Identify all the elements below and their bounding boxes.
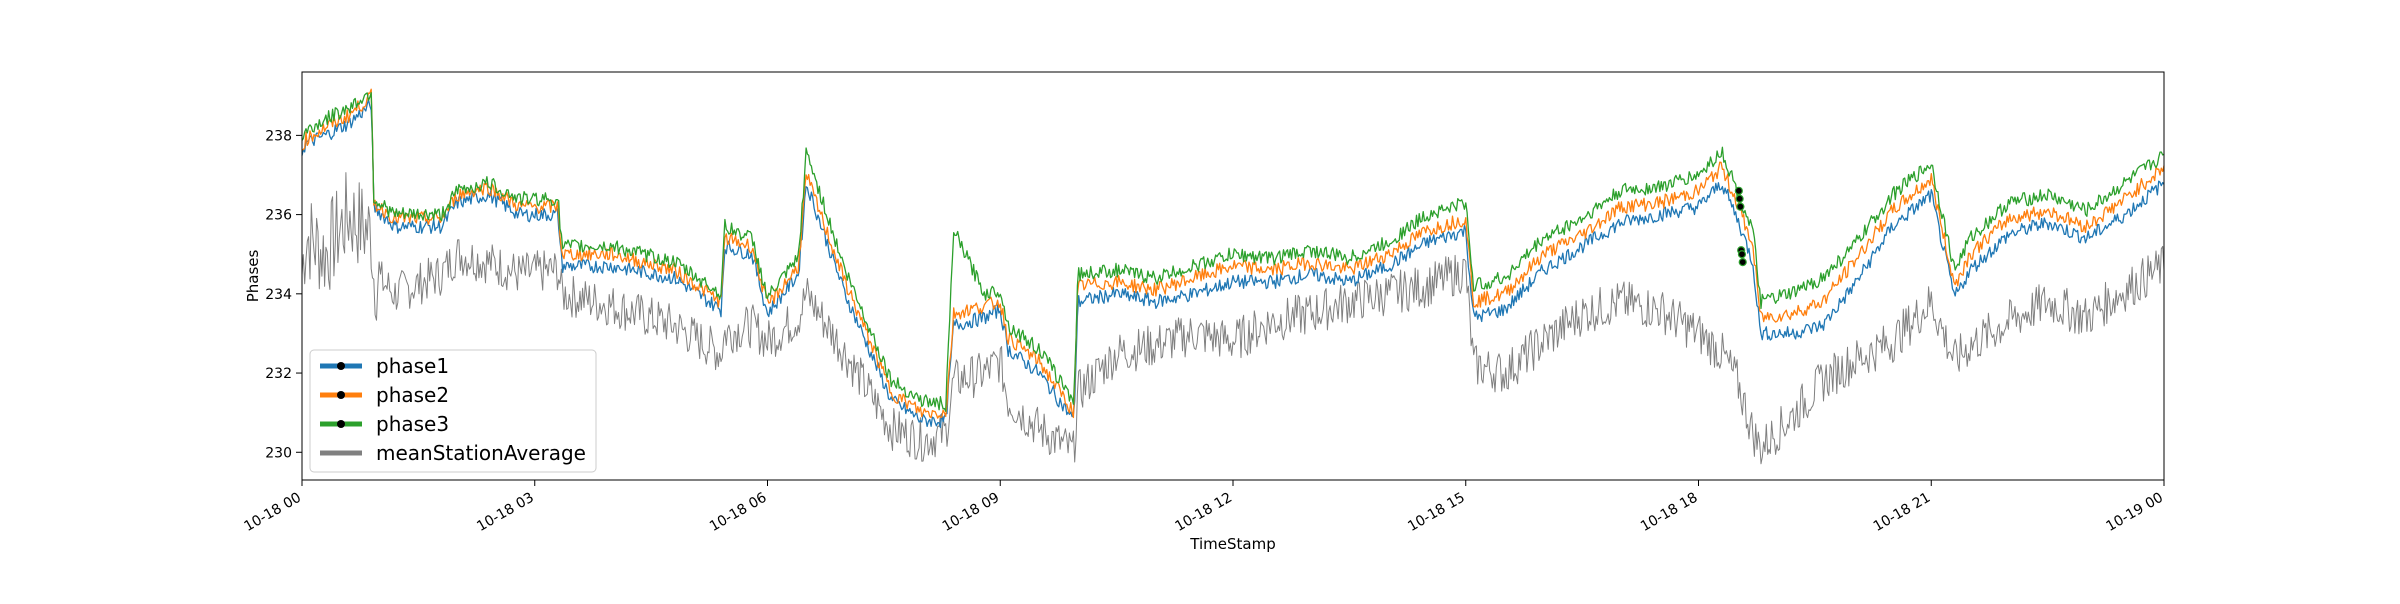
y-axis-title: Phases (244, 250, 262, 303)
legend-marker-phase2 (337, 391, 345, 399)
legend-box (309, 349, 597, 473)
y-tick-label: 238 (265, 128, 292, 144)
marker-point (1734, 186, 1743, 195)
y-tick-label: 230 (265, 445, 292, 461)
y-tick-label: 232 (265, 366, 292, 382)
marker-point (1737, 250, 1747, 259)
series-line-meanStationAverage (301, 172, 2165, 465)
legend: phase1 phase2 phase3 meanStationAverage (309, 349, 597, 473)
series-line-phase2 (301, 88, 2165, 419)
legend-label-meanStationAverage: meanStationAverage (376, 441, 586, 465)
marker-point (1735, 194, 1744, 203)
series-line-phase1 (301, 99, 2165, 429)
legend-label-phase1: phase1 (376, 354, 449, 378)
marker-point (1736, 202, 1745, 211)
legend-label-phase2: phase2 (376, 383, 449, 407)
y-tick-label: 236 (265, 208, 292, 224)
x-axis-title: TimeStamp (1189, 535, 1275, 553)
y-tick-label: 234 (265, 287, 292, 303)
series-line-phase3 (301, 92, 2165, 412)
legend-label-phase3: phase3 (376, 412, 449, 436)
legend-marker-phase1 (337, 362, 345, 370)
marker-point (1738, 258, 1747, 267)
legend-marker-phase3 (337, 420, 345, 428)
